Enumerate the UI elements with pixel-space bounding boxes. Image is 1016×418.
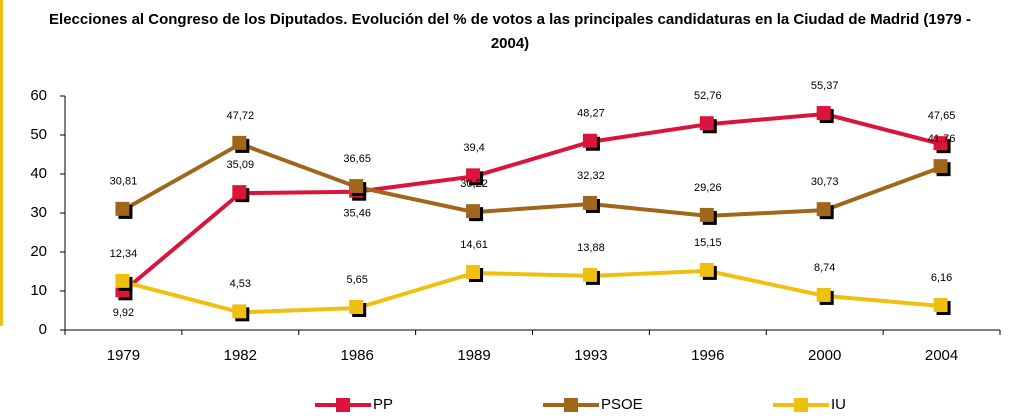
marker	[115, 201, 130, 216]
data-label: 32,32	[577, 170, 605, 182]
data-label: 8,74	[814, 262, 835, 274]
x-tick-label: 1996	[691, 347, 724, 364]
marker	[699, 262, 714, 277]
x-tick-label: 1979	[107, 347, 140, 364]
legend-marker	[794, 398, 808, 412]
data-label: 5,65	[346, 274, 367, 286]
marker	[699, 207, 714, 222]
data-label: 35,09	[227, 159, 255, 171]
marker	[466, 204, 481, 219]
marker	[466, 168, 481, 183]
marker	[816, 202, 831, 217]
data-label: 30,81	[110, 176, 138, 188]
x-tick-label: 1982	[224, 347, 257, 364]
data-label: 14,61	[460, 239, 488, 251]
y-tick-label: 40	[30, 165, 47, 182]
y-tick-label: 0	[39, 321, 47, 338]
marker	[232, 185, 247, 200]
marker	[933, 159, 948, 174]
marker	[816, 106, 831, 121]
y-tick-label: 30	[30, 204, 47, 221]
x-tick-label: 1989	[457, 347, 490, 364]
data-label: 13,88	[577, 242, 605, 254]
marker	[232, 304, 247, 319]
y-tick-label: 20	[30, 243, 47, 260]
marker	[816, 287, 831, 302]
data-label: 4,53	[230, 278, 251, 290]
data-label: 30,73	[811, 176, 839, 188]
marker	[115, 273, 130, 288]
data-label: 12,34	[110, 248, 138, 260]
x-tick-label: 2000	[808, 347, 841, 364]
marker	[933, 136, 948, 151]
marker	[582, 267, 597, 282]
data-label: 35,46	[343, 208, 371, 220]
x-tick-label: 1993	[574, 347, 607, 364]
data-label: 15,15	[694, 237, 722, 249]
marker	[349, 299, 364, 314]
data-label: 9,92	[113, 307, 134, 319]
legend-marker	[564, 398, 578, 412]
data-label: 6,16	[931, 272, 952, 284]
data-label: 52,76	[694, 90, 722, 102]
data-label: 47,72	[227, 110, 255, 122]
chart-title: Elecciones al Congreso de los Diputados.…	[49, 11, 971, 52]
data-label: 48,27	[577, 108, 605, 120]
marker	[699, 116, 714, 131]
data-label: 39,4	[463, 142, 484, 154]
series-line	[122, 268, 942, 315]
series-line	[122, 141, 943, 218]
legend-label: PSOE	[601, 396, 643, 413]
data-label: 55,37	[811, 80, 839, 92]
data-label: 30,22	[460, 178, 488, 190]
x-tick-label: 2004	[925, 347, 958, 364]
data-label: 36,65	[343, 153, 371, 165]
marker	[933, 297, 948, 312]
legend-label: PP	[373, 396, 393, 413]
marker	[232, 135, 247, 150]
legend-marker	[336, 398, 350, 412]
series-line	[122, 112, 943, 293]
marker	[582, 195, 597, 210]
data-label: 41,76	[928, 133, 956, 145]
y-tick-label: 60	[30, 87, 47, 104]
data-label: 47,65	[928, 110, 956, 122]
x-tick-label: 1986	[341, 347, 374, 364]
marker	[349, 179, 364, 194]
marker	[466, 265, 481, 280]
y-tick-label: 50	[30, 126, 47, 143]
data-label: 29,26	[694, 182, 722, 194]
legend-label: IU	[831, 396, 846, 413]
y-tick-label: 10	[30, 282, 47, 299]
marker	[582, 133, 597, 148]
accent-bar	[0, 0, 3, 326]
